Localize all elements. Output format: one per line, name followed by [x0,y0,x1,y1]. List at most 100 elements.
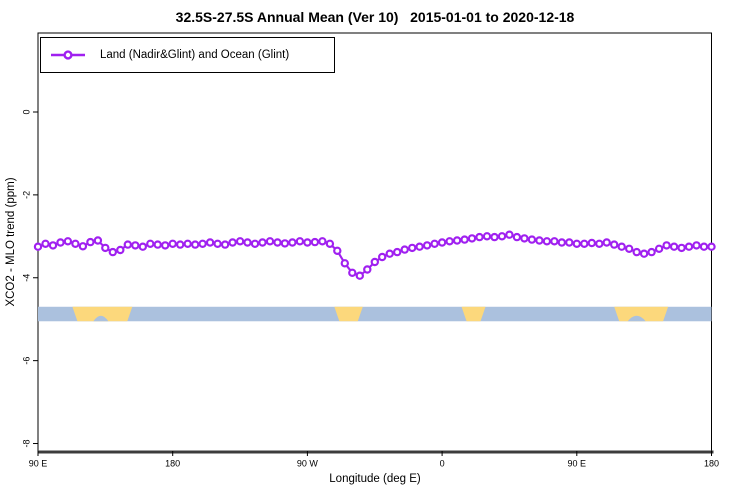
data-point [437,238,447,247]
x-tick-label: 90 W [297,459,319,469]
data-point [393,247,402,257]
x-tick-label: 180 [704,459,719,469]
land-band-segment [461,306,486,322]
y-tick-label: -8 [21,440,31,448]
x-axis-title: Longitude (deg E) [329,473,421,485]
data-point [86,237,95,247]
data-point [497,232,507,241]
data-point [146,239,155,248]
legend-label: Land (Nadir&Glint) and Ocean (Glint) [100,49,290,61]
x-tick-label: 180 [165,459,180,469]
data-point [333,246,342,255]
data-point [355,271,364,280]
data-point [235,237,245,246]
data-point [415,242,424,251]
data-point [220,240,230,249]
data-point [258,238,267,247]
data-point [160,241,170,250]
data-point [190,240,200,249]
data-point [303,238,312,247]
data-point [512,232,522,242]
data-point [699,242,709,251]
data-point [370,257,379,267]
data-point [138,242,147,251]
data-point [677,243,686,253]
data-point [198,239,207,248]
data-point [535,236,544,245]
data-point [123,240,133,249]
data-point [707,242,716,251]
data-point [587,238,597,248]
data-point [363,265,372,274]
y-tick-label: -6 [21,357,31,365]
data-point [93,236,103,245]
data-point [273,238,282,247]
data-point [527,235,537,244]
data-point [669,242,679,251]
data-point [63,237,73,246]
data-point [33,242,43,251]
legend-series-marker-icon [51,50,85,60]
data-point [131,241,140,250]
data-point [692,241,701,250]
data-point [250,239,260,248]
data-point [78,242,88,251]
data-point [228,238,237,247]
data-point [48,241,58,250]
data-point [265,237,275,246]
data-point [595,239,604,248]
data-point [183,239,192,248]
data-point [340,259,349,268]
data-point [625,244,634,253]
data-point [108,247,118,257]
data-point [56,238,65,247]
x-tick-label: 90 E [568,459,587,469]
data-point [213,239,222,248]
data-point [41,239,50,248]
data-point [175,240,185,249]
data-point [557,238,567,247]
data-point [654,244,664,253]
data-point [460,235,469,244]
data-point [542,237,552,246]
land-band-segment [72,306,133,322]
ocean-notch [627,315,646,322]
data-point [385,249,394,258]
data-point [565,238,574,247]
data-point [482,232,492,241]
data-point [295,237,305,246]
data-point [684,242,694,251]
data-point [378,252,387,262]
data-point [550,237,559,246]
data-point [422,241,432,250]
land-band-segment [334,306,363,322]
data-point [662,241,671,250]
data-point [639,249,649,258]
data-point [205,238,215,247]
y-tick-label: -2 [21,191,31,199]
data-point [310,237,320,247]
data-point [280,239,290,248]
data-point [153,240,162,249]
y-axis-title: XCO2 - MLO trend (ppm) [5,177,17,307]
y-tick-label: -4 [21,274,31,282]
data-point [602,238,611,247]
ocean-notch [93,315,109,322]
data-point [408,243,417,253]
data-point [520,234,529,243]
data-point [467,234,477,243]
data-point [101,243,110,253]
data-point [116,245,125,255]
data-point [505,230,514,239]
data-point [400,245,409,254]
data-point [632,247,641,257]
x-tick-label: 0 [440,459,445,469]
data-point [490,232,499,242]
x-tick-label: 90 E [29,459,48,469]
data-point [647,247,656,257]
data-point [445,237,454,246]
data-point [572,239,582,248]
data-point [610,240,619,249]
